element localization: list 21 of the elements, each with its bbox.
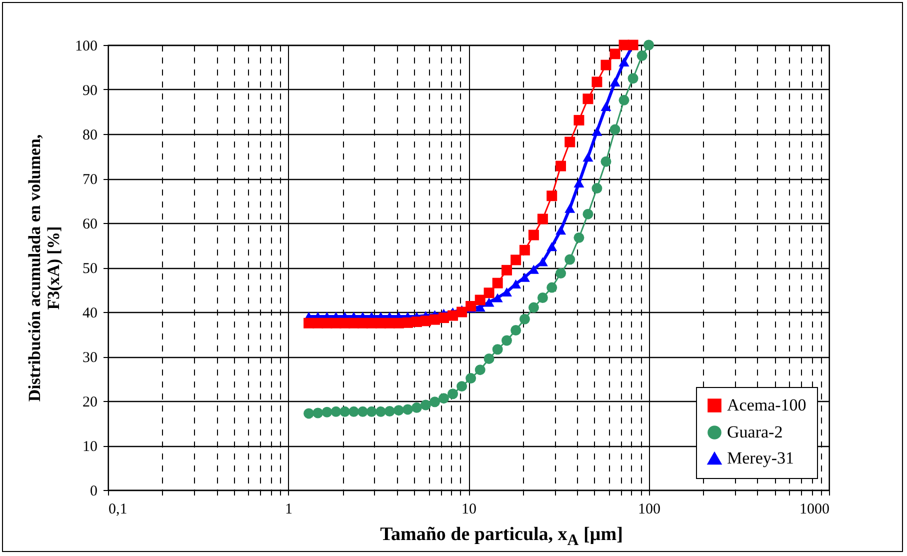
y-tick-label: 10 <box>82 439 98 455</box>
y-tick-label: 50 <box>82 261 98 277</box>
y-tick-label: 60 <box>82 216 98 232</box>
x-tick-label: 10 <box>462 502 476 518</box>
y-tick-label: 90 <box>82 83 98 99</box>
x-tick-label: 1000 <box>800 502 830 518</box>
y-tick-label: 40 <box>82 306 98 322</box>
legend-label: Merey-31 <box>727 448 794 468</box>
legend-label: Acema-100 <box>727 396 806 414</box>
y-tick-label: 100 <box>75 38 98 54</box>
y-tick-label: 20 <box>82 394 98 410</box>
y-tick-label: 30 <box>82 350 98 366</box>
x-tick-label: 100 <box>638 502 660 518</box>
x-axis-title: Tamaño de particula, x$_{A}$ [µm] <box>379 524 624 550</box>
y-tick-label: 0 <box>90 484 98 500</box>
x-tick-label: 0,1 <box>108 502 128 518</box>
y-tick-label: 70 <box>82 172 98 188</box>
y-axis-title: Distribución acumulada en volumen, F3(xA) [%] <box>25 134 63 402</box>
legend-label: Guara-2 <box>727 422 783 442</box>
x-tick-label: 1 <box>285 502 292 518</box>
y-tick-label: 80 <box>82 128 98 144</box>
